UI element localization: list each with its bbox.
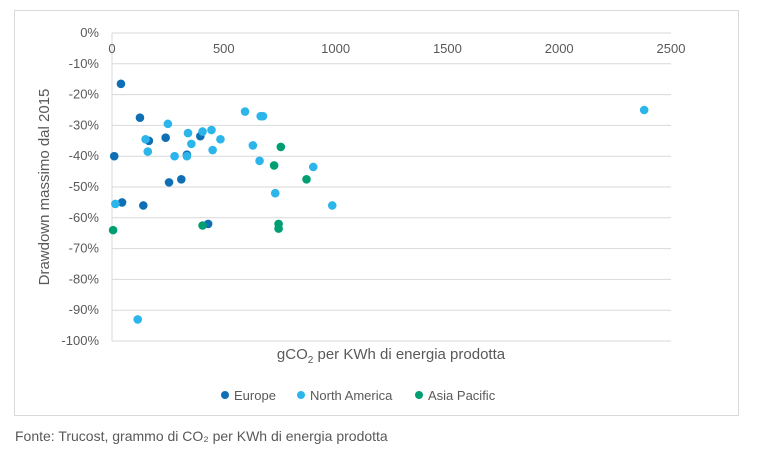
data-point-north-america bbox=[270, 188, 280, 198]
data-point-north-america bbox=[207, 125, 216, 135]
data-point-asia-pacific bbox=[276, 142, 286, 152]
data-point-north-america bbox=[208, 145, 217, 155]
data-point-north-america bbox=[216, 134, 225, 144]
y-tick-label: -20% bbox=[69, 87, 100, 102]
data-point-north-america bbox=[187, 139, 196, 149]
x-tick-label: 500 bbox=[213, 41, 235, 56]
source-caption: Fonte: Trucost, grammo di CO₂ per KWh di… bbox=[15, 428, 388, 444]
chart-frame bbox=[14, 10, 739, 416]
y-tick-label: -60% bbox=[69, 210, 100, 225]
y-tick-labels: 0% -10% -20% -30% -40% -50% -60% -70% -80% -90% -1… bbox=[61, 25, 99, 348]
y-tick-label: -40% bbox=[69, 148, 100, 163]
legend-marker bbox=[221, 391, 229, 399]
data-point-asia-pacific bbox=[198, 221, 207, 230]
x-tick-label: 2000 bbox=[545, 41, 574, 56]
data-point-north-america bbox=[258, 111, 268, 121]
y-axis-title: Drawdown massimo dal 2015 bbox=[36, 89, 53, 286]
data-point-north-america bbox=[639, 105, 649, 115]
legend-label: Europe bbox=[234, 388, 276, 403]
data-point-north-america bbox=[255, 156, 264, 166]
data-point-north-america bbox=[183, 128, 193, 138]
legend-label: Asia Pacific bbox=[428, 388, 496, 403]
data-point-europe bbox=[117, 198, 127, 207]
gridlines bbox=[111, 32, 671, 342]
x-tick-label: 2500 bbox=[657, 41, 686, 56]
data-point-north-america bbox=[163, 119, 173, 129]
data-point-europe bbox=[161, 133, 170, 143]
y-tick-label: 0% bbox=[80, 25, 99, 40]
y-tick-label: -90% bbox=[69, 302, 100, 317]
y-tick-label: -80% bbox=[69, 271, 100, 286]
data-point-asia-pacific bbox=[269, 161, 279, 170]
x-tick-labels: 0 500 1000 1500 2000 2500 bbox=[108, 41, 685, 56]
data-point-north-america bbox=[248, 141, 258, 150]
y-tick-label: -70% bbox=[69, 241, 100, 256]
data-point-north-america bbox=[170, 151, 179, 161]
y-tick-label: -30% bbox=[69, 117, 100, 132]
data-point-north-america bbox=[240, 107, 250, 116]
data-point-north-america bbox=[182, 151, 192, 161]
legend-label: North America bbox=[310, 388, 393, 403]
data-point-north-america bbox=[327, 201, 337, 210]
data-points bbox=[108, 79, 649, 324]
data-point-asia-pacific bbox=[274, 224, 283, 233]
x-axis-title: gCO2 per KWh di energia prodotta bbox=[277, 346, 506, 366]
data-point-asia-pacific bbox=[302, 175, 311, 184]
data-point-asia-pacific bbox=[108, 225, 118, 235]
data-point-north-america bbox=[143, 147, 153, 156]
data-point-europe bbox=[109, 151, 119, 161]
legend: Europe North America Asia Pacific bbox=[221, 388, 496, 403]
y-tick-label: -100% bbox=[61, 333, 99, 348]
data-point-north-america bbox=[111, 199, 120, 209]
data-point-europe bbox=[116, 79, 126, 89]
x-tick-label: 1000 bbox=[321, 41, 350, 56]
data-point-europe bbox=[135, 113, 145, 122]
data-point-north-america bbox=[141, 134, 150, 144]
y-tick-label: -50% bbox=[69, 179, 100, 194]
data-point-europe bbox=[164, 178, 174, 187]
y-tick-label: -10% bbox=[69, 56, 100, 71]
data-point-europe bbox=[177, 175, 186, 184]
x-tick-label: 0 bbox=[108, 41, 115, 56]
legend-marker bbox=[415, 391, 423, 399]
data-point-north-america bbox=[133, 315, 143, 324]
x-tick-label: 1500 bbox=[433, 41, 462, 56]
legend-marker bbox=[297, 391, 305, 399]
data-point-europe bbox=[139, 201, 148, 210]
data-point-north-america bbox=[198, 127, 207, 136]
data-point-north-america bbox=[308, 162, 318, 172]
